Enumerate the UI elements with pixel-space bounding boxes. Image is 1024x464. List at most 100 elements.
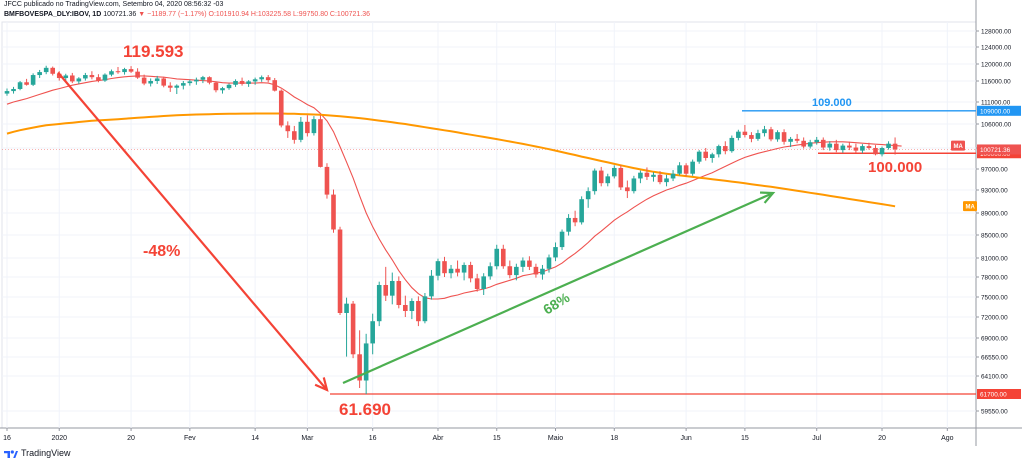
- ohlc-values: O:101910.94 H:103225.58 L:99750.80 C:100…: [208, 11, 371, 18]
- candle-body: [670, 173, 676, 179]
- candle-body: [788, 138, 793, 142]
- candle-body: [638, 172, 643, 179]
- y-tick-label: 116000.00: [981, 79, 1011, 86]
- x-tick-label: 18: [610, 435, 618, 442]
- y-tick-label: 72000.00: [981, 315, 1008, 322]
- candle-body: [749, 135, 754, 139]
- x-tick-label: 2020: [51, 435, 67, 442]
- x-tick-label: Mar: [301, 435, 314, 442]
- candle-body: [514, 266, 519, 276]
- candle-body: [474, 278, 480, 289]
- decline-percent-label: -48%: [143, 243, 180, 260]
- y-tick-label: 93000.00: [981, 188, 1008, 195]
- candle-body: [853, 147, 859, 151]
- candle-body: [879, 148, 885, 155]
- candle-body: [500, 248, 506, 267]
- candle-body: [83, 75, 88, 79]
- candle-body: [135, 71, 140, 78]
- x-tick-label: Fev: [184, 435, 196, 442]
- candle-body: [213, 82, 219, 91]
- candle-body: [840, 145, 846, 151]
- candle-body: [683, 165, 689, 174]
- y-tick-label: 66550.00: [981, 355, 1008, 362]
- candle-body: [24, 82, 29, 85]
- x-tick-label: 15: [741, 435, 749, 442]
- candle-body: [278, 90, 284, 126]
- y-tick-label: 59550.00: [981, 409, 1008, 416]
- candle-body: [755, 133, 761, 139]
- candle-body: [468, 264, 473, 279]
- candle-body: [709, 154, 715, 158]
- candle-body: [174, 85, 180, 88]
- candle-body: [592, 170, 597, 192]
- candle-body: [540, 268, 545, 275]
- candle-body: [696, 151, 702, 162]
- candle-body: [435, 261, 441, 276]
- candle-body: [546, 257, 552, 269]
- candle-body: [611, 167, 617, 177]
- candle-body: [455, 268, 460, 273]
- axis-label-109000: 109000.00: [980, 108, 1011, 115]
- candle-body: [527, 260, 532, 267]
- candle-body: [109, 71, 114, 75]
- candle-body: [729, 137, 735, 152]
- candle-body: [122, 69, 127, 73]
- candle-body: [63, 75, 69, 79]
- candle-body: [448, 268, 454, 274]
- candle-body: [625, 187, 630, 192]
- candle-body: [311, 119, 317, 134]
- candle-body: [30, 75, 36, 85]
- candle-body: [305, 121, 310, 134]
- candle-body: [252, 79, 258, 82]
- candle-body: [318, 119, 323, 167]
- x-tick-label: 16: [369, 435, 377, 442]
- tradingview-footer[interactable]: TradingView: [4, 446, 71, 460]
- x-tick-label: Maio: [548, 435, 563, 442]
- level-109000-label: 109.000: [812, 97, 852, 109]
- candle-body: [154, 78, 160, 81]
- recovery-arrow-shaft: [342, 191, 774, 385]
- candle-body: [801, 140, 806, 147]
- candle-body: [847, 145, 852, 148]
- candle-body: [579, 199, 584, 223]
- candle-body: [11, 88, 16, 92]
- candle-body: [298, 121, 304, 140]
- candle-body: [442, 261, 447, 274]
- x-tick-label: 20: [127, 435, 135, 442]
- candle-body: [794, 138, 800, 141]
- bottom-value-label: 61.690: [339, 400, 391, 419]
- candle-body: [76, 78, 82, 82]
- y-tick-label: 120000.00: [981, 62, 1012, 69]
- candle-body: [631, 178, 637, 192]
- candle-body: [220, 88, 225, 91]
- candle-body: [422, 296, 428, 322]
- candle-body: [736, 131, 741, 138]
- x-tick-label: 15: [493, 435, 501, 442]
- decline-arrow-shaft: [57, 71, 328, 391]
- candle-body: [324, 166, 330, 195]
- candle-body: [370, 321, 375, 344]
- tradingview-brand: TradingView: [21, 448, 71, 458]
- candle-body: [50, 67, 56, 74]
- candle-body: [768, 129, 774, 140]
- y-tick-label: 64100.00: [981, 374, 1008, 381]
- ma-tag-0-bg: [951, 140, 965, 151]
- candle-body: [781, 132, 787, 142]
- candle-body: [860, 146, 865, 151]
- y-tick-label: 124000.00: [981, 45, 1012, 52]
- candle-body: [834, 143, 839, 151]
- candle-body: [461, 264, 467, 273]
- candle-body: [723, 146, 728, 152]
- candle-body: [481, 276, 486, 289]
- candle-body: [344, 303, 349, 313]
- level-100000-label: 100.000: [868, 159, 922, 176]
- y-tick-label: 97000.00: [981, 167, 1008, 174]
- candle-body: [161, 78, 167, 86]
- symbol-name[interactable]: BMFBOVESPA_DLY:IBOV, 1D: [4, 11, 102, 18]
- plot-area: [1, 21, 977, 429]
- candle-body: [807, 142, 813, 147]
- x-tick-label: Jul: [812, 435, 821, 442]
- candle-body: [572, 217, 578, 223]
- candle-body: [559, 231, 565, 248]
